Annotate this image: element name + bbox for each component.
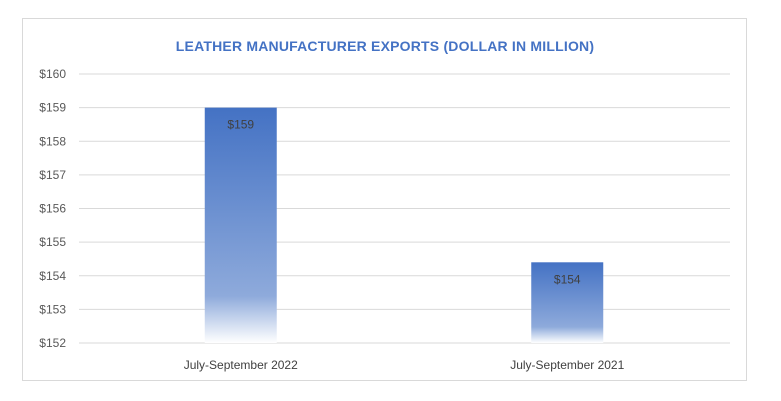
chart-title: LEATHER MANUFACTURER EXPORTS (DOLLAR IN … [176, 38, 594, 54]
y-tick-label: $153 [39, 302, 66, 316]
y-tick-label: $157 [39, 168, 66, 182]
y-tick-label: $159 [39, 101, 66, 115]
x-axis-category-labels: July-September 2022 July-September 2021 [184, 358, 625, 372]
bars [204, 107, 604, 343]
bar [204, 107, 277, 343]
chart-frame [22, 18, 747, 381]
y-tick-label: $152 [39, 336, 66, 350]
y-tick-label: $160 [39, 67, 66, 81]
data-label: $154 [554, 272, 581, 286]
category-label: July-September 2021 [510, 358, 624, 372]
bar [531, 262, 604, 343]
y-tick-label: $155 [39, 235, 66, 249]
gridlines [79, 73, 730, 344]
y-tick-label: $156 [39, 202, 66, 216]
data-label: $159 [227, 118, 254, 132]
y-tick-label: $158 [39, 134, 66, 148]
data-labels: $159 $154 [227, 118, 581, 287]
y-axis-tick-labels: $152 $153 $154 $155 $156 $157 $158 $159 $160 [39, 67, 66, 350]
y-tick-label: $154 [39, 269, 66, 283]
category-label: July-September 2022 [184, 358, 298, 372]
